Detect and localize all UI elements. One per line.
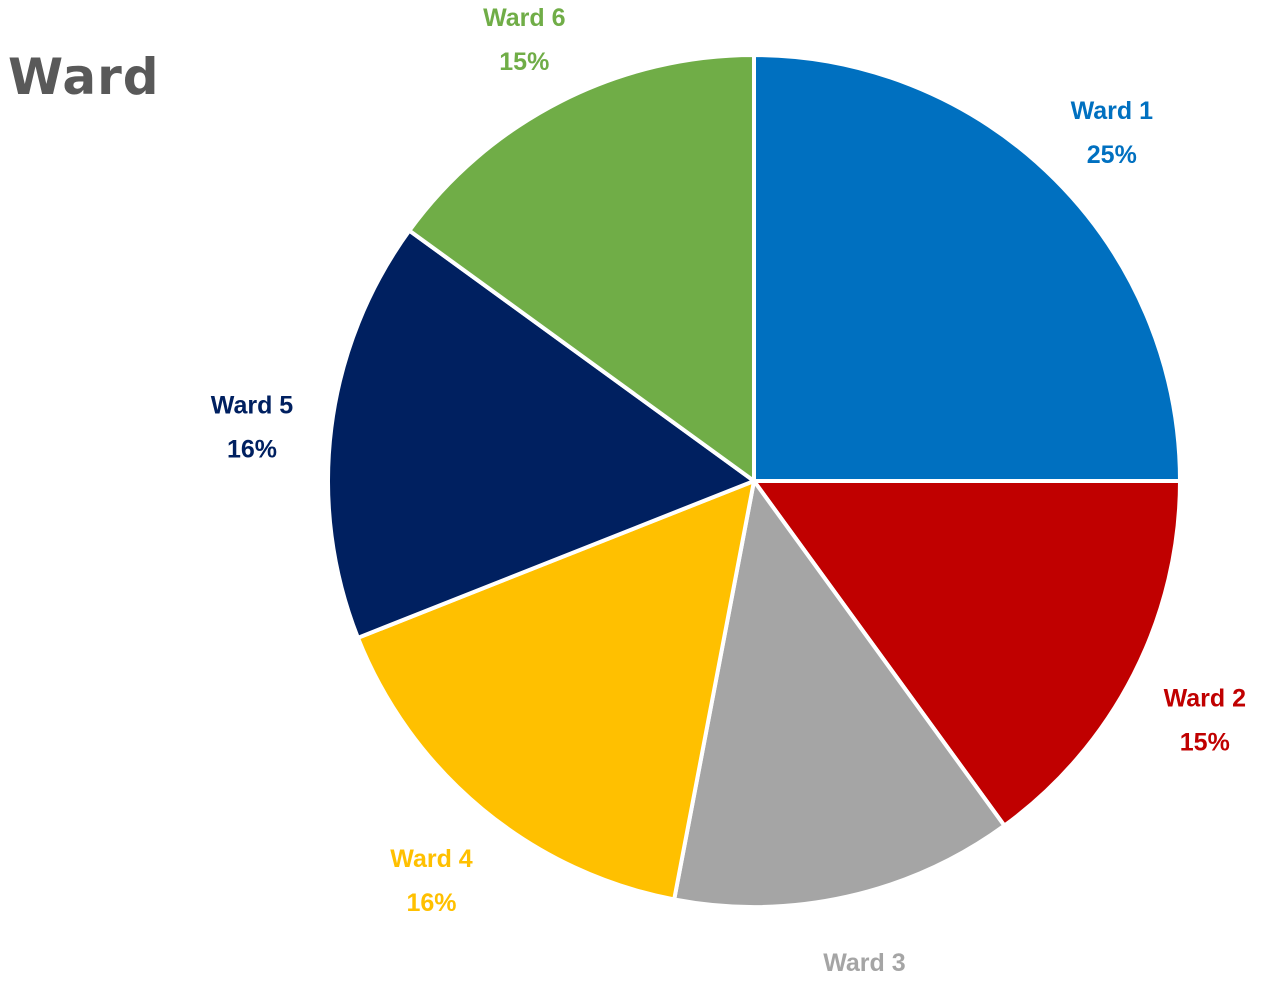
data-label-value: 13% (839, 993, 889, 995)
data-label-category: Ward 1 (1071, 97, 1154, 125)
data-label-value: 15% (1180, 729, 1230, 757)
data-label-category: Ward 3 (823, 949, 905, 977)
pie-slice-ward-1 (752, 53, 1182, 483)
data-label-value: 25% (1087, 141, 1137, 169)
data-label-value: 16% (227, 436, 277, 464)
data-label-ward-6: Ward 6 15% (483, 4, 565, 76)
data-label-value: 15% (499, 48, 549, 76)
pie-slice-ward-4 (355, 479, 756, 902)
data-label-ward-5: Ward 5 16% (211, 392, 294, 464)
pie-slices (326, 53, 1182, 909)
data-label-category: Ward 5 (211, 392, 294, 420)
data-label-ward-3: Ward 3 13% (823, 949, 905, 995)
pie-slice-ward-3 (672, 479, 1007, 909)
pie-labels: Ward 125%Ward 215%Ward 313%Ward 416%Ward… (211, 4, 1246, 995)
pie-slice-ward-5 (326, 228, 756, 640)
chart-title: Ward (8, 48, 160, 106)
pie-slice-ward-6 (407, 53, 756, 483)
pie-slice-ward-2 (752, 479, 1182, 828)
data-label-category: Ward 4 (390, 845, 473, 873)
data-label-category: Ward 2 (1164, 685, 1246, 713)
data-label-value: 16% (406, 889, 456, 917)
data-label-ward-1: Ward 1 25% (1071, 97, 1154, 169)
data-label-category: Ward 6 (483, 4, 565, 32)
data-label-ward-4: Ward 4 16% (390, 845, 473, 917)
data-label-ward-2: Ward 2 15% (1164, 685, 1246, 757)
